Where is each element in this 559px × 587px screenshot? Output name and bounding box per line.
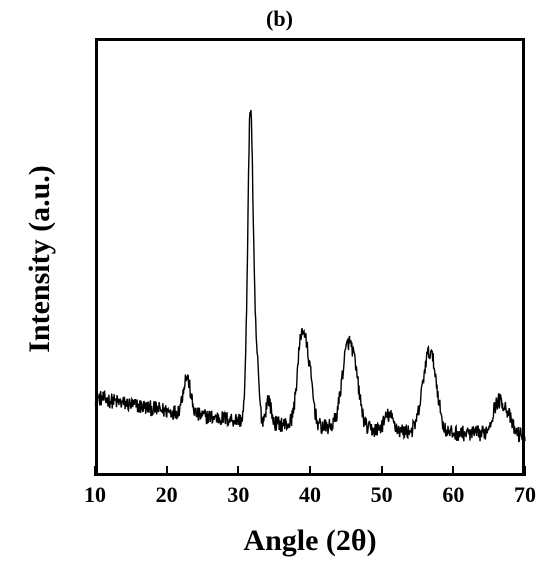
x-tick-mark — [94, 466, 96, 476]
x-tick-label: 70 — [514, 482, 536, 508]
x-tick-mark — [237, 466, 239, 476]
x-tick-label: 10 — [84, 482, 106, 508]
xrd-figure: (b) Intensity (a.u.) Angle (2θ) 10 20 30 40… — [0, 0, 559, 587]
x-tick-label: 60 — [442, 482, 464, 508]
x-tick-mark — [524, 466, 526, 476]
x-tick-mark — [309, 466, 311, 476]
xrd-trace — [95, 110, 525, 441]
x-tick-label: 20 — [156, 482, 178, 508]
x-tick-mark — [381, 466, 383, 476]
panel-label: (b) — [0, 6, 559, 32]
x-tick-mark — [452, 466, 454, 476]
x-tick-label: 40 — [299, 482, 321, 508]
x-tick-label: 30 — [227, 482, 249, 508]
x-tick-label: 50 — [371, 482, 393, 508]
x-tick-mark — [166, 466, 168, 476]
plot-area — [95, 38, 525, 476]
xrd-pattern-line — [95, 38, 525, 476]
y-axis-label: Intensity (a.u.) — [23, 159, 57, 359]
x-axis-label: Angle (2θ) — [95, 524, 525, 558]
